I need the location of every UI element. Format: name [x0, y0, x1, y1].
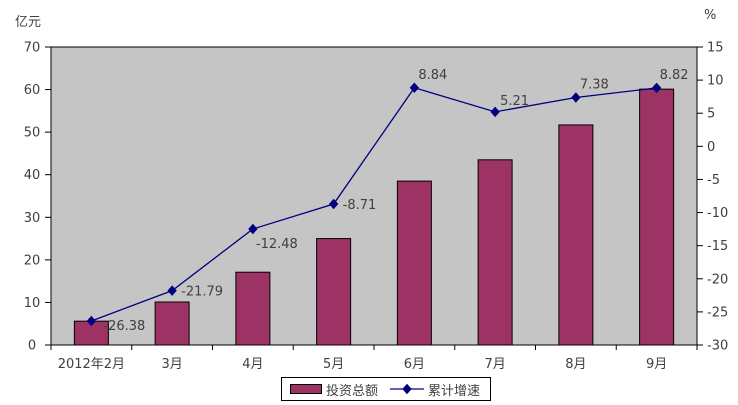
data-label-9月: 8.82 [660, 68, 689, 83]
line-marker-9月 [651, 82, 662, 94]
right-axis-tick-label: -20 [707, 272, 728, 287]
legend: 投资总额 累计增速 [281, 377, 492, 401]
right-axis-tick-label: 5 [707, 107, 715, 122]
left-axis-tick-label: 60 [24, 83, 41, 98]
right-axis-tick-label: -10 [707, 206, 728, 221]
right-axis-tick-label: 0 [707, 140, 715, 155]
data-label-6月: 8.84 [418, 68, 447, 83]
line-marker-4月 [248, 223, 258, 235]
bar-4月 [235, 271, 271, 346]
right-axis-tick-label: -5 [707, 173, 720, 188]
right-axis-tick-label: -25 [707, 305, 728, 320]
left-axis-tick-label: 10 [24, 296, 41, 311]
left-axis-tick-label: 30 [24, 211, 41, 226]
x-axis-category-label: 2012年2月 [58, 357, 125, 372]
left-axis-tick-label: 0 [28, 339, 36, 354]
right-axis-tick-label: -30 [707, 339, 728, 354]
data-label-7月: 5.21 [500, 94, 529, 109]
right-axis-tick-label: 15 [707, 41, 724, 56]
bar-9月 [639, 88, 675, 346]
line-marker-6月 [409, 82, 420, 94]
line-marker-3月 [167, 285, 177, 296]
growth-line [91, 87, 657, 322]
left-axis-tick-label: 70 [24, 41, 41, 56]
right-axis-tick-label: -15 [707, 239, 728, 254]
left-axis-tick-label: 40 [24, 168, 41, 183]
x-axis-category-label: 8月 [565, 357, 586, 372]
bar-6月 [396, 180, 432, 346]
right-axis-tick-label: 10 [707, 74, 724, 89]
line-series-label: 累计增速 [428, 383, 481, 399]
x-axis-category-label: 7月 [484, 357, 505, 372]
bar-7月 [477, 159, 513, 346]
line-series-swatch-icon [390, 380, 425, 399]
line-marker-2012年2月 [86, 315, 97, 327]
data-label-5月: -8.71 [343, 198, 377, 213]
x-axis-category-label: 4月 [242, 357, 263, 372]
x-axis-category-label: 9月 [646, 357, 667, 372]
x-axis-category-label: 5月 [323, 357, 344, 372]
left-axis-title: 亿元 [15, 15, 42, 30]
bar-3月 [154, 301, 190, 346]
line-marker-7月 [490, 106, 500, 118]
data-label-4月: -12.48 [256, 237, 298, 252]
data-label-8月: 7.38 [580, 77, 609, 92]
left-axis-tick-label: 50 [24, 126, 41, 141]
line-marker-8月 [571, 92, 581, 103]
x-axis-category-label: 3月 [161, 357, 182, 372]
bar-series-label: 投资总额 [326, 383, 379, 399]
bar-5月 [316, 238, 352, 346]
right-axis-title: % [704, 8, 717, 23]
bar-series-swatch-icon [290, 384, 322, 394]
bar-8月 [558, 124, 594, 346]
line-marker-sample-icon [390, 383, 425, 394]
data-label-2012年2月: -26.38 [103, 319, 145, 334]
x-axis-category-label: 6月 [404, 357, 425, 372]
left-axis-tick-label: 20 [24, 253, 41, 268]
line-marker-5月 [328, 198, 339, 210]
data-label-3月: -21.79 [181, 285, 223, 300]
